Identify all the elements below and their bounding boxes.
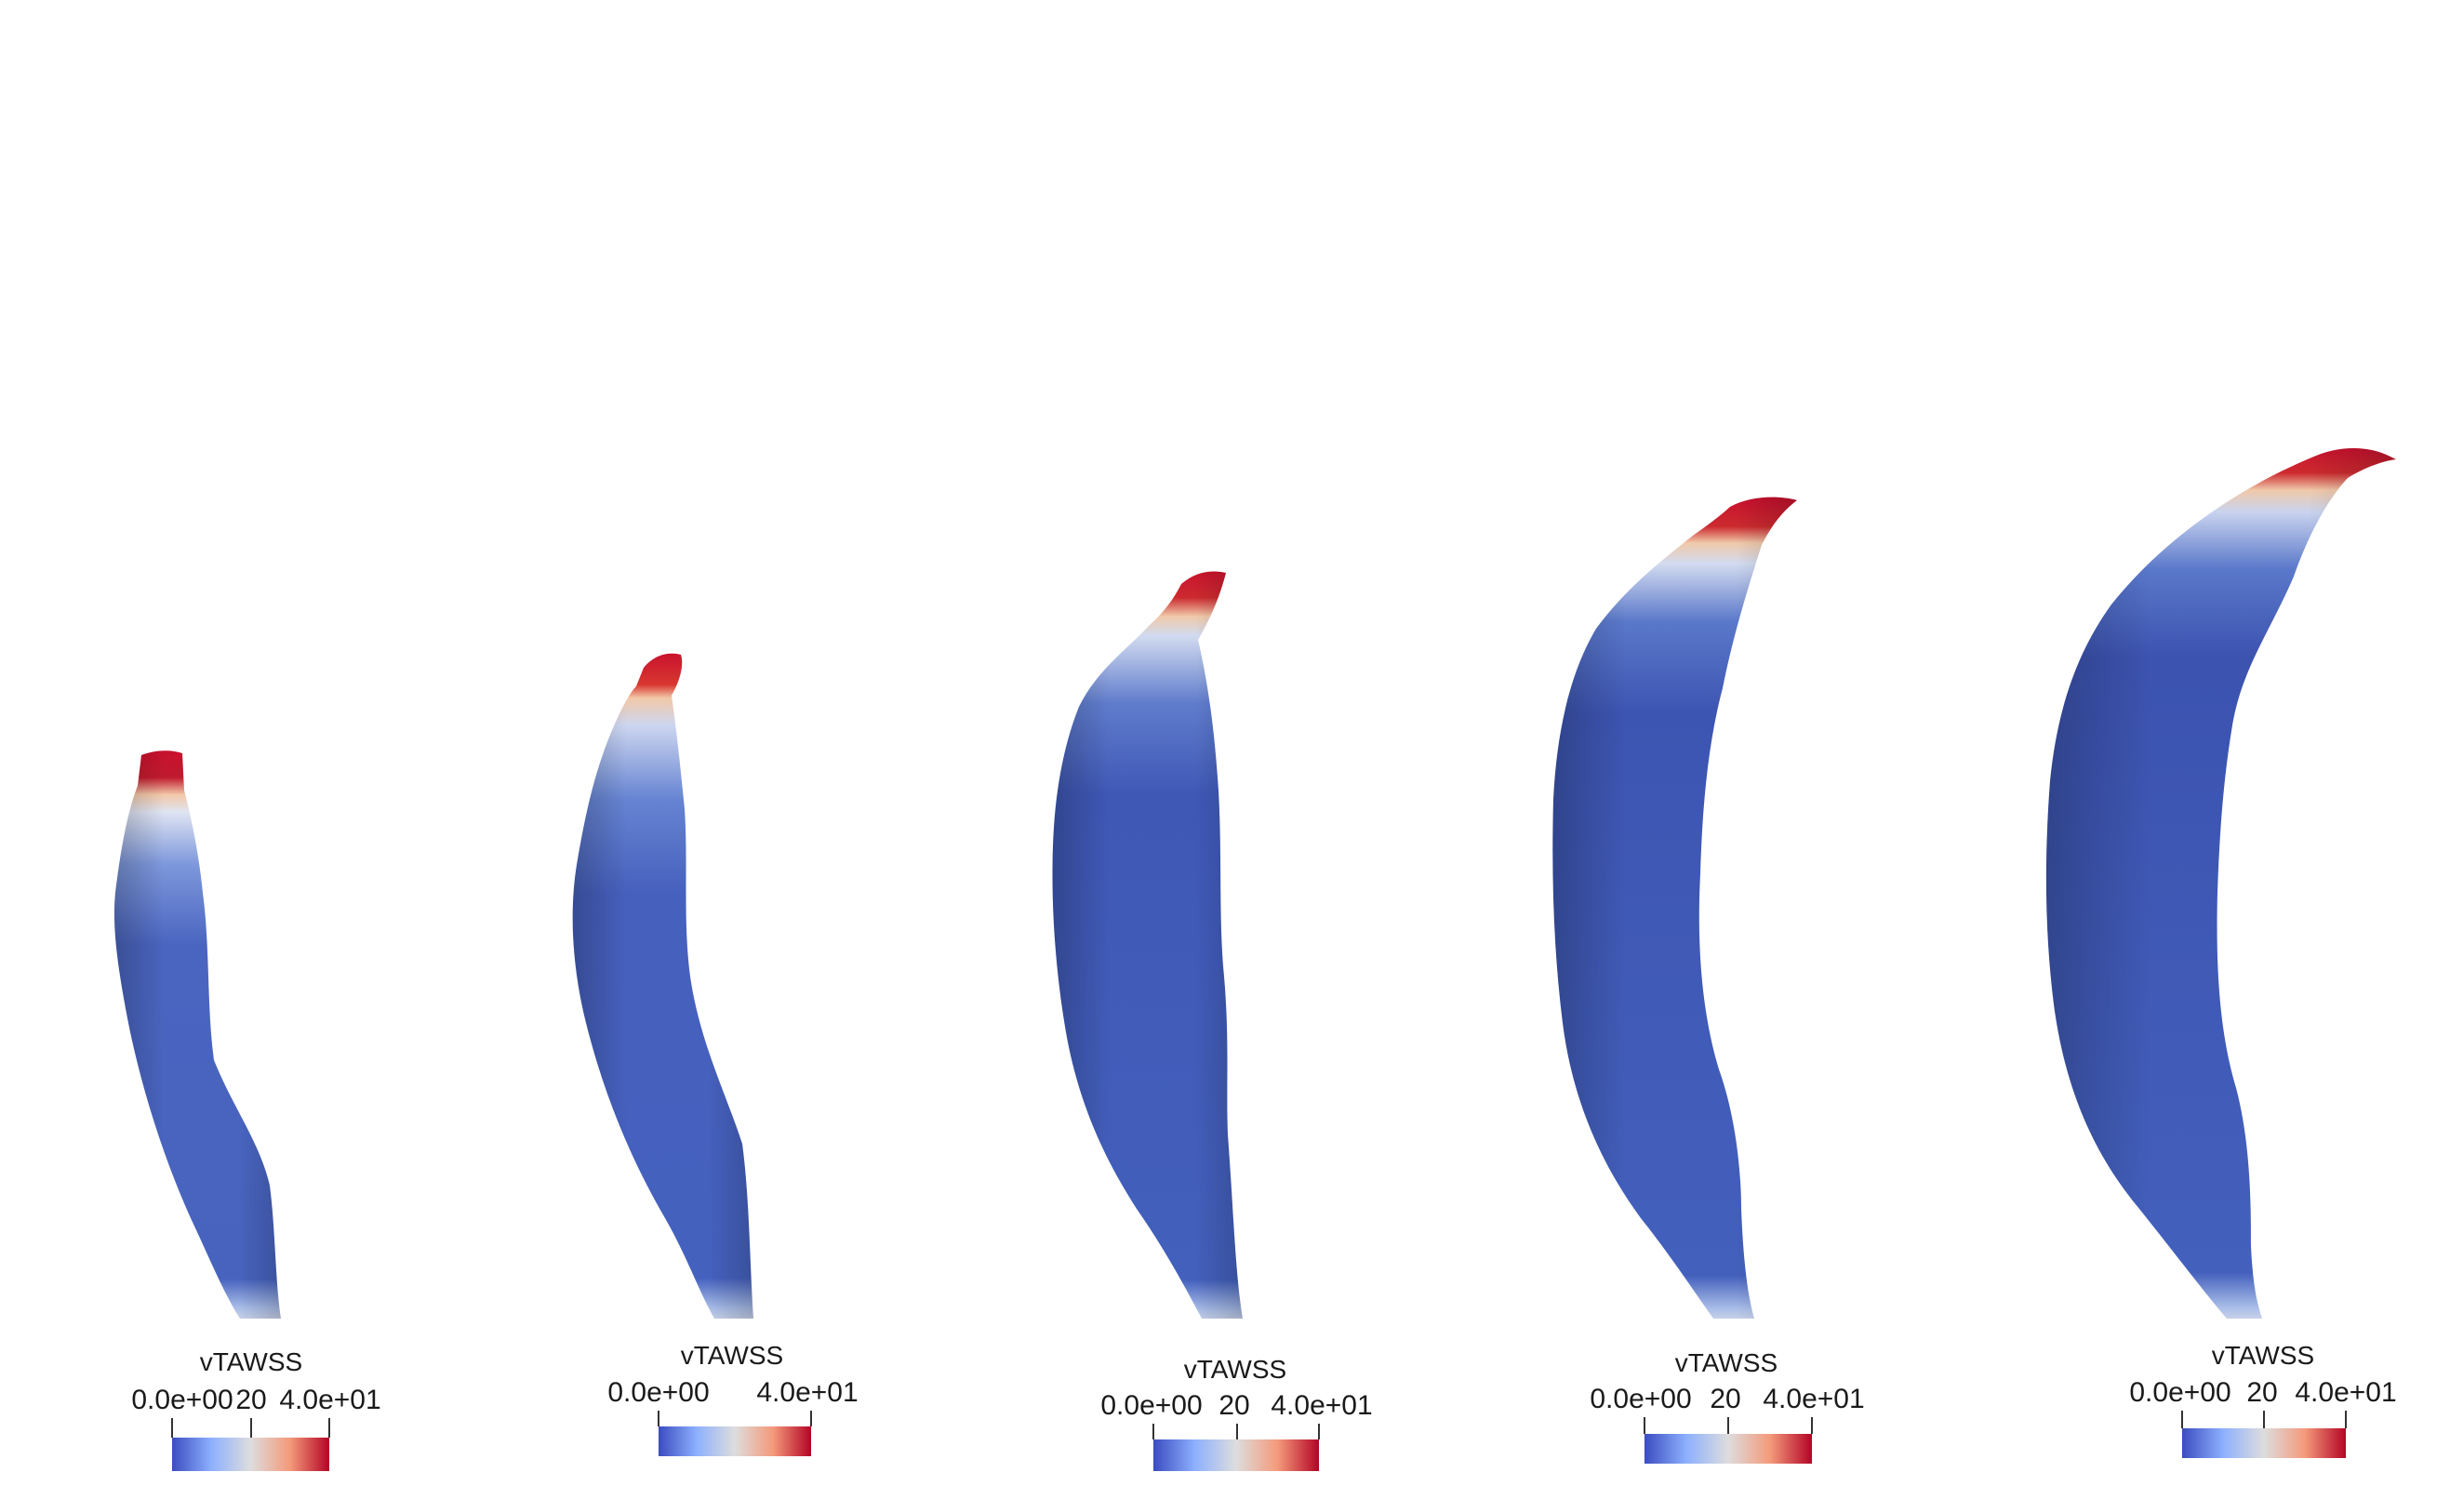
colorbar-max-label: 4.0e+01 [1763,1384,1864,1414]
colorbar-max-label: 4.0e+01 [756,1377,858,1408]
colorbar-gradient [172,1438,329,1471]
colorbar-mid-label: 20 [235,1385,266,1415]
colorbar-legend-5: vTAWSS 0.0e+00 20 4.0e+01 [2129,1341,2397,1458]
colorbar-mid-label: 20 [2246,1377,2277,1408]
colorbar-min-label: 0.0e+00 [607,1377,709,1408]
colorbar-max-label: 4.0e+01 [2295,1377,2396,1408]
colorbar-title: vTAWSS [1184,1355,1286,1384]
colorbar-min-label: 0.0e+00 [2129,1377,2230,1408]
colorbar-mid-label: 20 [1710,1384,1740,1414]
colorbar-title: vTAWSS [200,1347,302,1376]
colorbar-min-label: 0.0e+00 [1590,1384,1691,1414]
vessel-model-5 [2045,448,2396,1319]
colorbar-mid-label: 20 [1218,1390,1249,1421]
colorbar-legend-3: vTAWSS 0.0e+00 20 4.0e+01 [1100,1355,1373,1471]
vessel-model-3 [1052,571,1243,1319]
vessel-model-2 [572,653,753,1319]
colorbar-title: vTAWSS [1675,1348,1778,1377]
colorbar-max-label: 4.0e+01 [1271,1390,1372,1421]
colorbar-legend-2: vTAWSS 0.0e+00 4.0e+01 [607,1341,859,1456]
colorbar-legend-1: vTAWSS 0.0e+00 20 4.0e+01 [131,1347,381,1471]
colorbar-title: vTAWSS [2212,1341,2314,1370]
colorbar-min-label: 0.0e+00 [1100,1390,1202,1421]
colorbar-max-label: 4.0e+01 [279,1385,380,1415]
colorbar-gradient [1153,1439,1319,1471]
colorbar-min-label: 0.0e+00 [131,1385,233,1415]
colorbar-gradient [659,1426,811,1456]
colorbar-gradient [2182,1428,2346,1458]
vessel-model-4 [1552,497,1797,1319]
colorbar-gradient [1644,1434,1812,1464]
vessel-model-1 [113,750,282,1319]
colorbar-title: vTAWSS [681,1341,783,1370]
colorbar-legend-4: vTAWSS 0.0e+00 20 4.0e+01 [1590,1348,1865,1464]
